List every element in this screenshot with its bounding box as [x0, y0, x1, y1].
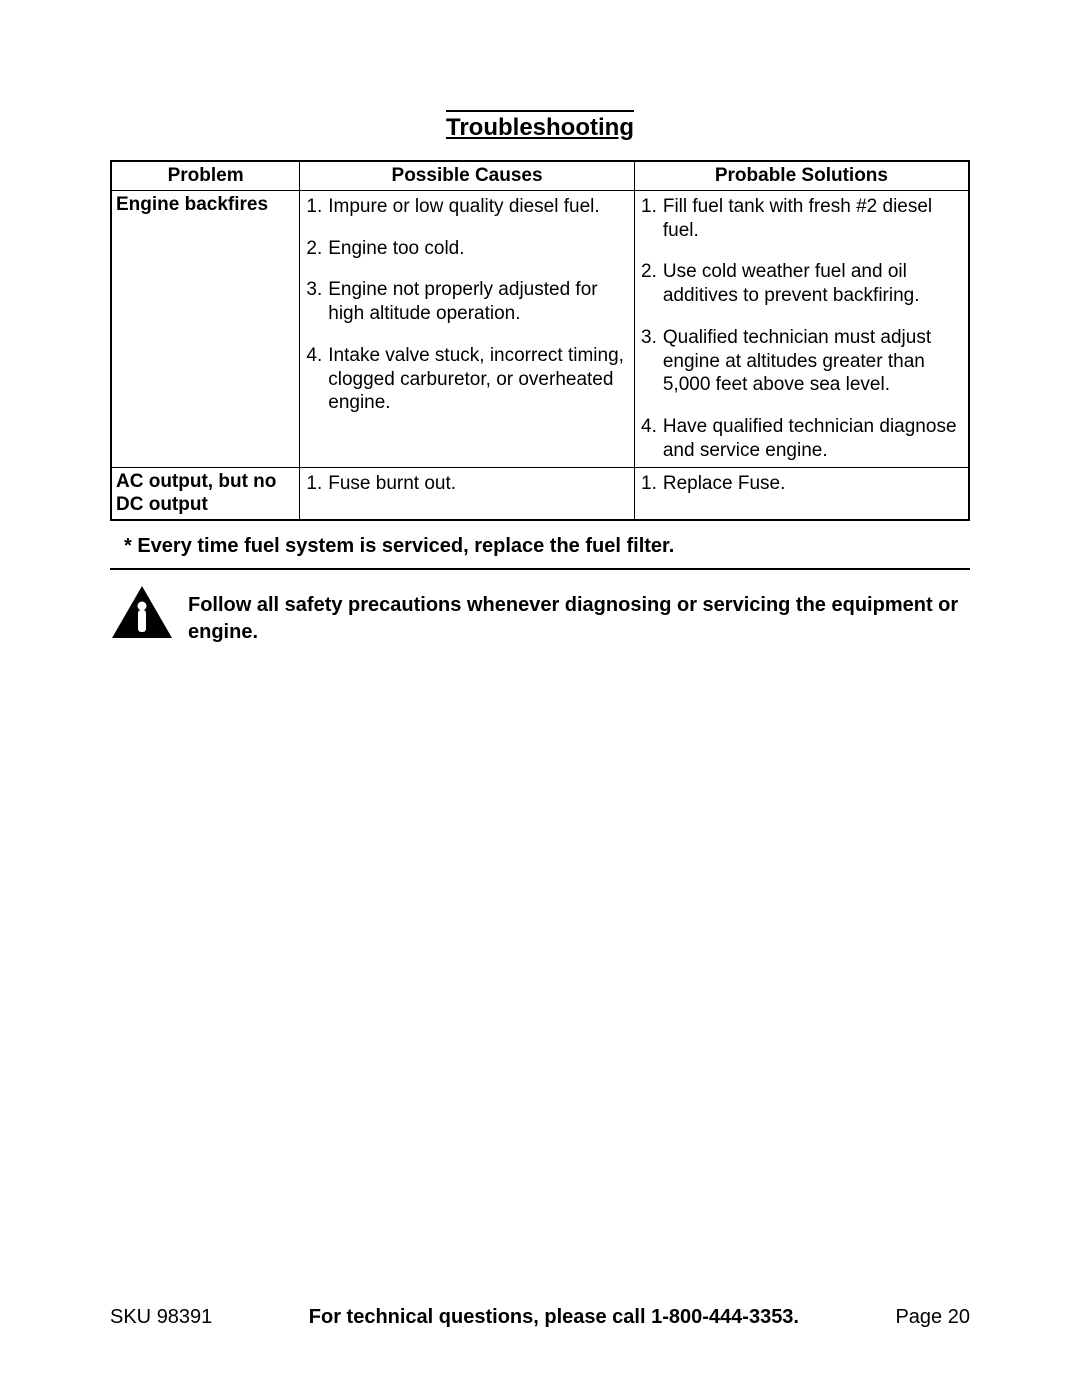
page-title: Troubleshooting [446, 110, 634, 142]
divider [110, 568, 970, 570]
solutions-cell: 1.Fill fuel tank with fresh #2 diesel fu… [634, 190, 969, 467]
problem-cell: AC output, but no DC output [111, 467, 300, 520]
col-solutions: Probable Solutions [634, 161, 969, 190]
cause-item: Impure or low quality diesel fuel. [328, 195, 630, 219]
solution-item: Qualified technician must adjust engine … [663, 326, 964, 397]
solution-item: Use cold weather fuel and oil additives … [663, 260, 964, 308]
cause-item: Engine not properly adjusted for high al… [328, 278, 630, 326]
problem-cell: Engine backfires [111, 190, 300, 467]
solution-item: Have qualified technician diagnose and s… [663, 415, 964, 463]
footer-center: For technical questions, please call 1-8… [309, 1306, 799, 1329]
cause-item: Engine too cold. [328, 237, 630, 261]
causes-cell: 1.Impure or low quality diesel fuel. 2.E… [300, 190, 635, 467]
cause-item: Intake valve stuck, incorrect timing, cl… [328, 344, 630, 415]
table-header-row: Problem Possible Causes Probable Solutio… [111, 161, 969, 190]
footer-sku: SKU 98391 [110, 1306, 212, 1329]
solution-item: Fill fuel tank with fresh #2 diesel fuel… [663, 195, 964, 243]
table-row: AC output, but no DC output 1.Fuse burnt… [111, 467, 969, 520]
warning-text: Follow all safety precautions whenever d… [188, 584, 970, 646]
col-causes: Possible Causes [300, 161, 635, 190]
troubleshoot-table: Problem Possible Causes Probable Solutio… [110, 160, 970, 521]
causes-cell: 1.Fuse burnt out. [300, 467, 635, 520]
solution-item: Replace Fuse. [663, 472, 964, 496]
footer-page: Page 20 [895, 1306, 970, 1329]
warning-icon [110, 584, 174, 640]
warning-row: Follow all safety precautions whenever d… [110, 584, 970, 646]
table-row: Engine backfires 1.Impure or low quality… [111, 190, 969, 467]
footnote: * Every time fuel system is serviced, re… [124, 535, 970, 558]
cause-item: Fuse burnt out. [328, 472, 630, 496]
col-problem: Problem [111, 161, 300, 190]
page-footer: SKU 98391 For technical questions, pleas… [110, 1306, 970, 1329]
solutions-cell: 1.Replace Fuse. [634, 467, 969, 520]
title-wrap: Troubleshooting [110, 110, 970, 152]
